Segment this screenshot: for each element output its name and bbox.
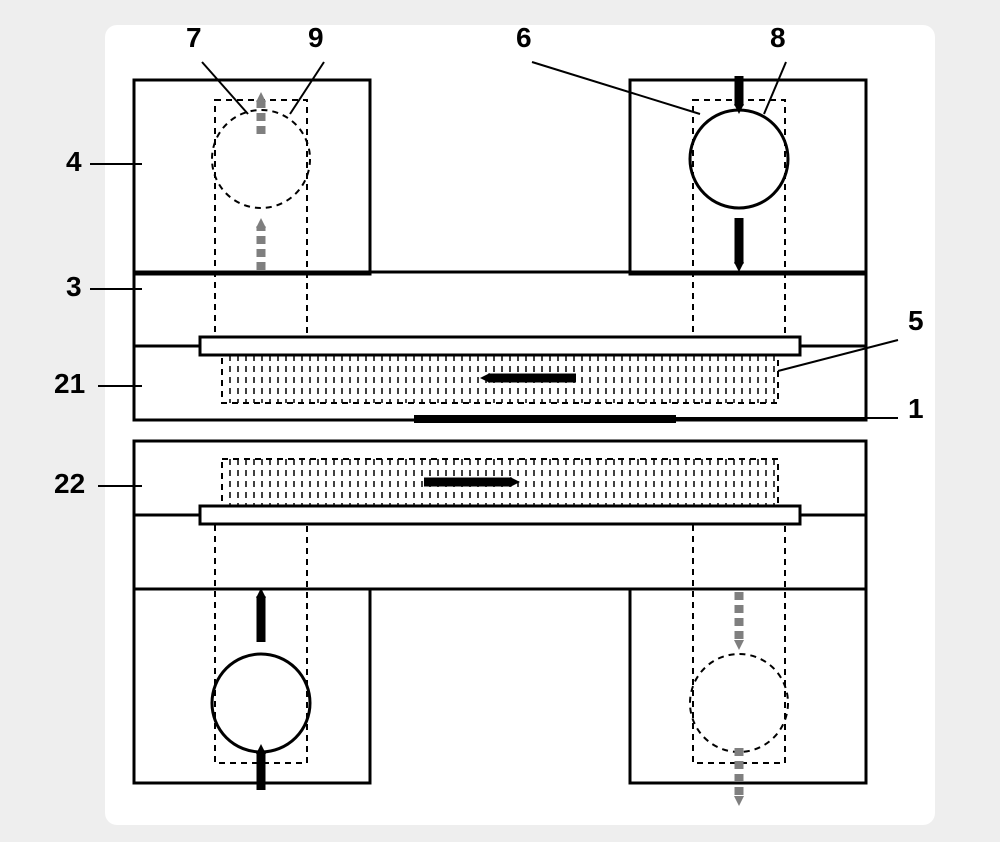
callout-label-22: 22 [54,468,85,499]
callout-label-8: 8 [770,22,786,53]
figure-panel [105,25,935,825]
callout-label-3: 3 [66,271,82,302]
callout-label-1: 1 [908,393,924,424]
chip-element-1 [414,415,676,423]
callout-label-4: 4 [66,146,82,177]
callout-label-7: 7 [186,22,202,53]
callout-label-9: 9 [308,22,324,53]
callout-label-6: 6 [516,22,532,53]
upper-strip [200,337,800,355]
lower-strip [200,506,800,524]
callout-label-5: 5 [908,305,924,336]
callout-label-21: 21 [54,368,85,399]
